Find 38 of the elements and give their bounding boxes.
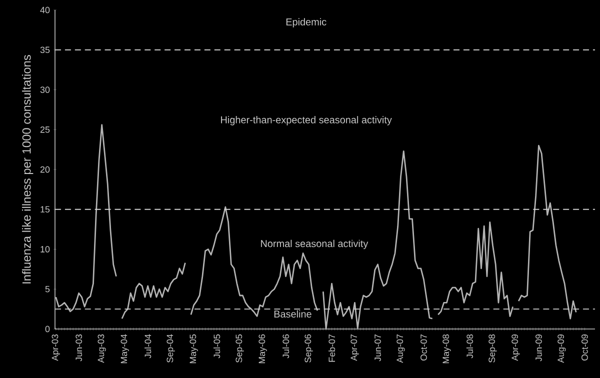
x-tick-label: Jul-04 (144, 334, 152, 358)
x-tick-label: Oct-07 (420, 334, 427, 360)
x-tick-label: Oct-09 (582, 334, 588, 360)
x-tick-label: Aug-09 (558, 334, 566, 363)
x-tick-label: Jul-05 (214, 334, 220, 358)
x-tick-label: May-06 (258, 334, 267, 364)
y-axis-title: Influenza like illness per 1000 consultations (22, 55, 34, 284)
x-tick-label: Apr-07 (350, 334, 359, 361)
y-tick-label: 20 (40, 166, 50, 173)
x-tick-label: Aug-07 (396, 334, 405, 363)
x-tick-label: Aug-03 (98, 334, 106, 363)
ref-line-label: Baseline (274, 310, 312, 318)
y-tick-label: 10 (40, 246, 50, 252)
annotation: Higher-than-expected seasonal activity (221, 116, 392, 126)
y-tick-label: 40 (40, 6, 50, 14)
x-tick-label: Jul-06 (282, 334, 290, 358)
x-tick-label: Feb-07 (328, 334, 336, 362)
x-tick-label: Sep-05 (236, 334, 244, 363)
x-tick-label: May-08 (442, 334, 451, 364)
x-tick-label: Apr-03 (52, 334, 60, 361)
y-tick-label: 35 (40, 46, 50, 54)
x-tick-label: Jul-08 (466, 334, 474, 358)
x-tick-label: Jun-07 (374, 334, 381, 362)
annotation: Epidemic (286, 18, 326, 28)
y-tick-label: 5 (45, 286, 50, 292)
y-tick-label: 0 (45, 326, 50, 332)
y-tick-label: 25 (40, 126, 50, 133)
x-tick-label: May-05 (190, 334, 198, 364)
x-tick-label: Sep-04 (166, 334, 175, 363)
x-tick-label: Sep-06 (304, 334, 313, 363)
annotation: Normal seasonal activity (261, 240, 368, 250)
x-tick-label: Jun-09 (536, 334, 542, 362)
x-tick-label: Apr-09 (512, 334, 520, 361)
x-tick-label: Sep-08 (488, 334, 497, 363)
x-tick-label: May-04 (120, 334, 129, 364)
y-tick-label: 30 (40, 86, 50, 93)
y-tick-label: 15 (40, 206, 50, 213)
x-tick-label: Jun-03 (76, 334, 82, 362)
